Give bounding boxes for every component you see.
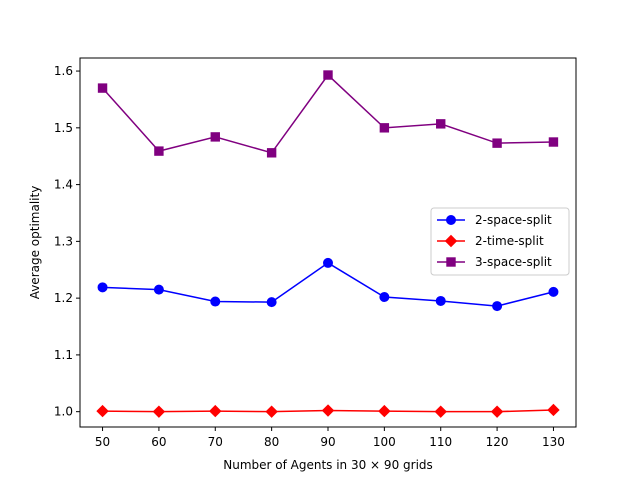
legend-item: 3-space-split [437, 255, 552, 269]
legend-marker [446, 257, 456, 267]
y-tick-label: 1.3 [54, 234, 73, 248]
data-point-2-space-split [153, 284, 164, 295]
legend-marker [446, 215, 456, 225]
x-tick-label: 50 [95, 435, 110, 449]
series-3-space-split [97, 70, 559, 158]
data-point-3-space-split [266, 148, 277, 158]
x-tick-label: 70 [208, 435, 223, 449]
series-2-space-split [97, 257, 559, 312]
series-2-time-split [96, 403, 560, 418]
data-point-3-space-split [436, 119, 446, 129]
x-tick-label: 130 [542, 435, 565, 449]
data-point-2-time-split [490, 405, 504, 418]
data-point-3-space-split [154, 146, 164, 156]
x-axis-label: Number of Agents in 30 × 90 grids [223, 458, 433, 472]
legend-label: 2-time-split [475, 234, 544, 248]
x-tick-label: 80 [264, 435, 279, 449]
x-axis: 50 60 70 80 90 100 110 120 130 [95, 427, 565, 449]
data-point-3-space-split [323, 70, 333, 80]
data-point-2-space-split [210, 296, 221, 307]
data-point-2-time-split [265, 405, 278, 418]
y-tick-label: 1.5 [54, 121, 73, 135]
data-point-2-space-split [492, 301, 503, 312]
legend-item: 2-space-split [437, 213, 552, 227]
y-tick-label: 1.4 [54, 178, 73, 192]
y-axis-label: Average optimality [28, 186, 42, 300]
data-point-3-space-split [492, 138, 502, 148]
data-point-2-space-split [548, 286, 559, 297]
y-tick-label: 1.0 [54, 405, 73, 419]
data-point-2-time-split [547, 403, 560, 417]
data-point-2-time-split [96, 404, 109, 418]
legend-marker [444, 234, 458, 248]
data-point-3-space-split [97, 83, 108, 93]
y-tick-label: 1.1 [54, 348, 73, 362]
legend-box [430, 207, 570, 276]
data-point-2-space-split [379, 291, 390, 302]
data-point-3-space-split [379, 123, 390, 133]
y-tick-label: 1.2 [54, 291, 73, 305]
legend-label: 2-space-split [475, 213, 552, 227]
data-point-2-space-split [97, 282, 108, 293]
series-layer [96, 70, 560, 418]
data-point-2-time-split [321, 404, 335, 417]
data-point-2-time-split [434, 405, 447, 418]
x-tick-label: 100 [373, 435, 396, 449]
legend: 2-space-split 2-time-split 3-space-split [430, 207, 570, 276]
x-tick-label: 60 [151, 435, 166, 449]
data-point-2-space-split [435, 295, 446, 306]
y-tick-label: 1.6 [54, 64, 73, 78]
x-tick-label: 90 [320, 435, 335, 449]
data-point-2-space-split [323, 257, 333, 268]
legend-item: 2-time-split [437, 234, 544, 248]
data-point-2-time-split [378, 404, 391, 418]
data-point-2-time-split [152, 405, 166, 418]
data-point-3-space-split [210, 132, 220, 142]
legend-label: 3-space-split [475, 255, 552, 269]
y-axis: 1.0 1.1 1.2 1.3 1.4 1.5 1.6 [54, 64, 80, 419]
x-tick-label: 110 [429, 435, 452, 449]
x-tick-label: 120 [486, 435, 509, 449]
data-point-3-space-split [548, 137, 559, 147]
data-point-2-space-split [266, 297, 277, 308]
data-point-2-time-split [209, 404, 222, 418]
